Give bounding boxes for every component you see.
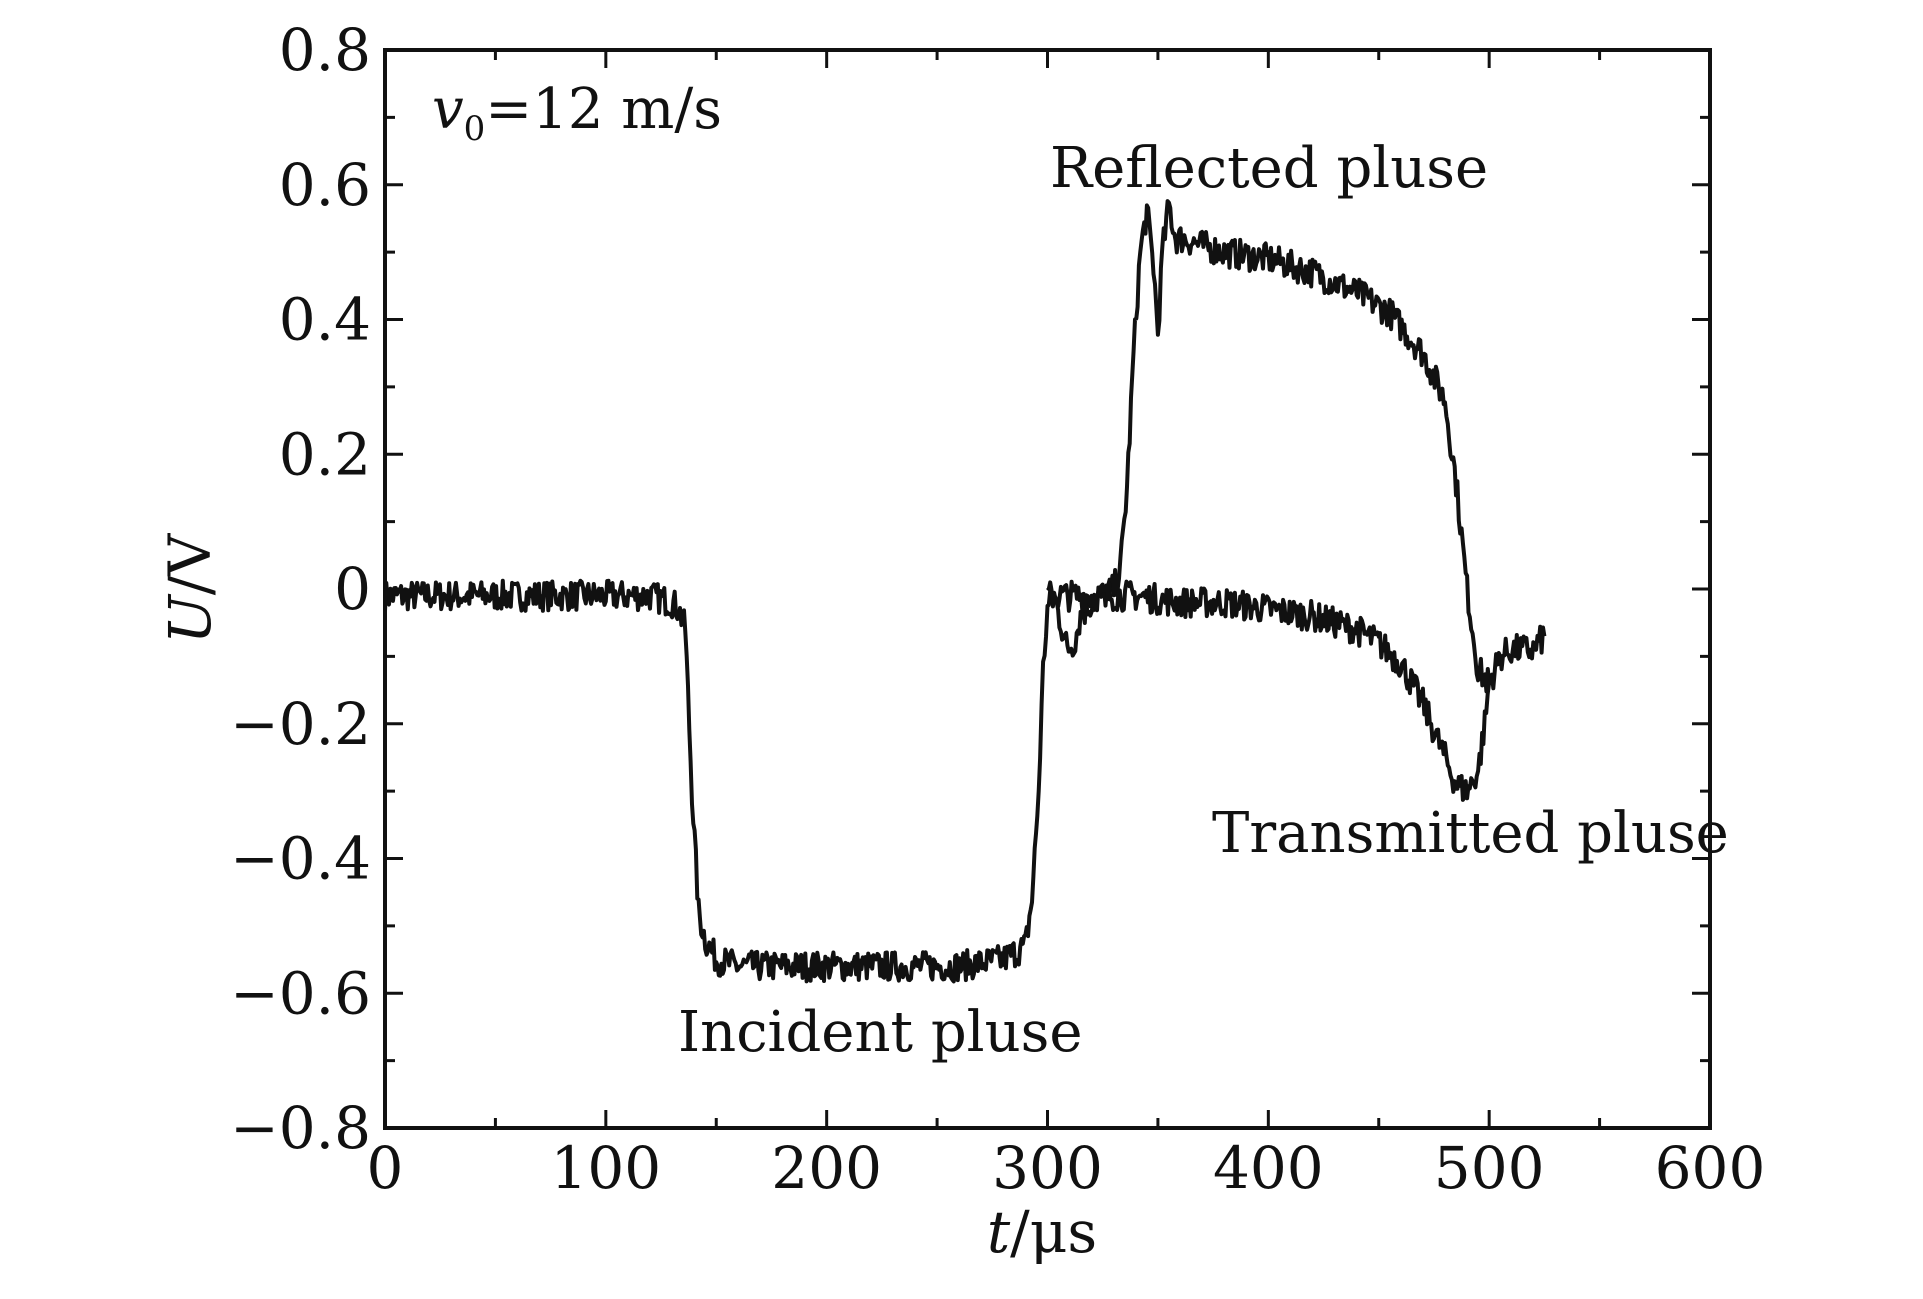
y-tick-label: −0.4 <box>230 825 371 893</box>
annotation-transmitted: Transmitted pluse <box>1212 801 1729 866</box>
annotation-reflected: Reflected pluse <box>1050 136 1488 201</box>
y-tick-label: 0.2 <box>279 420 371 488</box>
y-tick-label: −0.2 <box>230 690 371 758</box>
x-tick-label: 400 <box>1213 1134 1324 1202</box>
condition-sub: 0 <box>464 109 486 149</box>
condition-rest: =12 m/s <box>485 77 722 142</box>
y-tick-label: −0.6 <box>230 959 371 1027</box>
x-tick-label: 300 <box>992 1134 1103 1202</box>
condition-var: v <box>432 77 464 142</box>
x-tick-label: 0 <box>367 1134 404 1202</box>
series-layer <box>383 199 1547 984</box>
x-axis-title: t/μs <box>987 1198 1097 1266</box>
x-tick-labels: 0 100 200 300 400 500 600 <box>367 1134 1766 1202</box>
y-axis-unit: /V <box>156 533 224 596</box>
x-axis-unit: /μs <box>1010 1198 1097 1266</box>
y-tick-label: 0.8 <box>279 16 371 84</box>
y-tick-label: 0 <box>334 555 371 623</box>
y-axis-var: U <box>156 593 224 644</box>
y-tick-labels: 0.8 0.6 0.4 0.2 0 −0.2 −0.4 −0.6 −0.8 <box>230 16 371 1162</box>
annotation-incident: Incident pluse <box>678 1000 1083 1065</box>
x-tick-label: 200 <box>771 1134 882 1202</box>
series-line-transmitted <box>1046 579 1547 802</box>
x-axis-var: t <box>987 1198 1011 1266</box>
condition-label: v0=12 m/s <box>432 77 722 149</box>
tick-marks <box>383 48 1712 1130</box>
y-tick-label: −0.8 <box>230 1094 371 1162</box>
y-tick-label: 0.4 <box>279 286 371 354</box>
series-line-incident_reflected <box>383 199 1492 984</box>
x-tick-label: 500 <box>1434 1134 1545 1202</box>
y-axis-title: U/V <box>156 533 224 644</box>
y-tick-label: 0.6 <box>279 151 371 219</box>
x-tick-label: 100 <box>550 1134 661 1202</box>
x-tick-label: 600 <box>1655 1134 1766 1202</box>
